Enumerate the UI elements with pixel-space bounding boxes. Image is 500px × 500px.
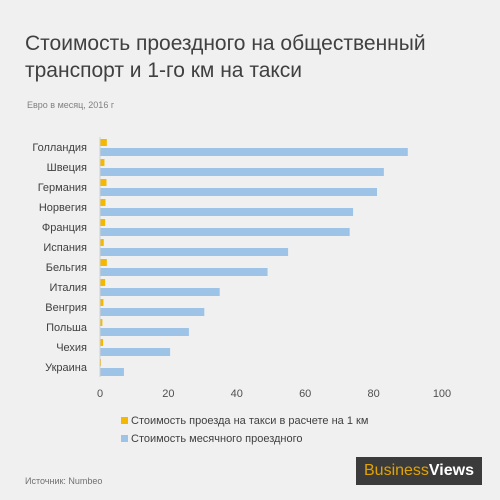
x-tick-label: 40	[231, 388, 243, 400]
taxi-bar	[100, 339, 104, 346]
legend-entry: Стоимость месячного проездного	[131, 433, 303, 445]
chart-title: Стоимость проездного на общественный тра…	[25, 32, 426, 82]
taxi-bar	[100, 219, 106, 226]
category-label: Германия	[38, 182, 87, 194]
x-tick-label: 0	[97, 388, 103, 400]
x-tick-label: 20	[162, 388, 174, 400]
taxi-bar	[100, 279, 106, 286]
monthly-pass-bar	[100, 368, 124, 376]
category-label: Франция	[42, 222, 87, 234]
category-label: Украина	[45, 362, 88, 374]
category-label: Чехия	[56, 342, 87, 354]
x-tick-label: 60	[299, 388, 311, 400]
monthly-pass-bar	[100, 288, 220, 296]
taxi-bar	[100, 319, 103, 326]
business-views-logo: BusinessViews	[356, 457, 482, 485]
taxi-bar	[100, 359, 102, 366]
taxi-bar	[100, 239, 104, 246]
monthly-pass-bar	[100, 168, 384, 176]
monthly-pass-bar	[100, 248, 289, 256]
taxi-bar	[100, 139, 107, 146]
category-label: Бельгия	[46, 262, 87, 274]
legend-swatch	[121, 417, 128, 424]
monthly-pass-bar	[100, 348, 171, 356]
monthly-pass-bar	[100, 268, 268, 276]
category-label: Швеция	[47, 162, 87, 174]
monthly-pass-bar	[100, 208, 354, 216]
category-label: Венгрия	[45, 302, 87, 314]
category-label: Италия	[50, 282, 88, 294]
monthly-pass-bar	[100, 188, 378, 196]
x-tick-label: 80	[367, 388, 379, 400]
taxi-bar	[100, 199, 106, 206]
monthly-pass-bar	[100, 228, 350, 236]
legend-swatch	[121, 435, 128, 442]
x-tick-label: 100	[433, 388, 451, 400]
monthly-pass-bar	[100, 148, 408, 156]
category-label: Испания	[43, 242, 87, 254]
taxi-bar	[100, 259, 107, 266]
monthly-pass-bar	[100, 328, 189, 336]
category-label: Польша	[46, 322, 88, 334]
monthly-pass-bar	[100, 308, 205, 316]
taxi-bar	[100, 159, 105, 166]
taxi-bar	[100, 179, 107, 186]
category-label: Норвегия	[39, 202, 87, 214]
chart-subtitle: Евро в месяц, 2016 г	[27, 100, 115, 110]
taxi-bar	[100, 299, 104, 306]
source-note: Источник: Numbeo	[25, 476, 103, 486]
legend-entry: Стоимость проезда на такси в расчете на …	[131, 415, 368, 427]
category-label: Голландия	[32, 142, 87, 154]
